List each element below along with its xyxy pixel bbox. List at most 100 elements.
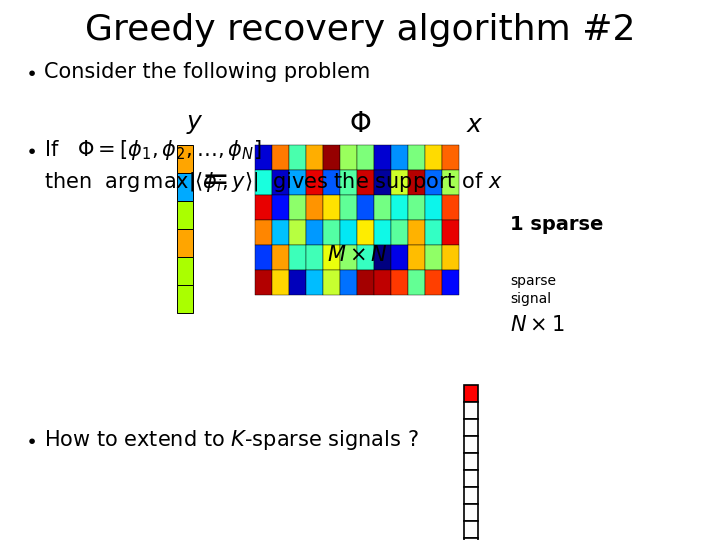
Text: sparse
signal: sparse signal — [510, 274, 556, 306]
Bar — [408, 145, 425, 170]
Text: $\bullet$: $\bullet$ — [24, 63, 35, 82]
Bar — [374, 270, 391, 295]
Bar — [255, 220, 272, 245]
Text: then  $\arg\max\left|\langle\phi_i, y\rangle\right|$  gives the support of $x$: then $\arg\max\left|\langle\phi_i, y\ran… — [44, 170, 503, 194]
Bar — [374, 145, 391, 170]
Text: $N \times 1$: $N \times 1$ — [510, 315, 564, 335]
Bar — [425, 170, 442, 195]
Text: $\bullet$: $\bullet$ — [24, 430, 35, 449]
Bar — [340, 270, 357, 295]
Bar — [408, 245, 425, 270]
Text: If   $\Phi = [\phi_1, \phi_2, \ldots, \phi_N]$: If $\Phi = [\phi_1, \phi_2, \ldots, \phi… — [44, 138, 261, 162]
Bar — [464, 487, 478, 504]
Text: 1 sparse: 1 sparse — [510, 215, 603, 234]
Bar — [323, 145, 340, 170]
Text: $\bullet$: $\bullet$ — [24, 140, 35, 159]
Bar — [425, 195, 442, 220]
Text: $M \times N$: $M \times N$ — [327, 245, 387, 265]
Bar — [289, 195, 306, 220]
Bar — [306, 220, 323, 245]
Bar — [442, 145, 459, 170]
Bar — [464, 385, 478, 402]
Bar — [464, 504, 478, 521]
Bar — [464, 538, 478, 540]
Bar — [340, 145, 357, 170]
Bar — [425, 245, 442, 270]
Bar — [323, 270, 340, 295]
Bar — [357, 245, 374, 270]
Bar — [323, 245, 340, 270]
Bar — [272, 195, 289, 220]
Bar — [289, 270, 306, 295]
Bar — [272, 145, 289, 170]
Bar — [391, 195, 408, 220]
Bar — [464, 470, 478, 487]
Bar — [255, 145, 272, 170]
Bar — [374, 245, 391, 270]
Bar — [357, 270, 374, 295]
Bar — [442, 245, 459, 270]
Text: =: = — [201, 164, 229, 197]
Bar — [425, 270, 442, 295]
Bar — [408, 270, 425, 295]
Bar — [340, 245, 357, 270]
Bar — [177, 257, 193, 285]
Text: $x$: $x$ — [466, 113, 484, 137]
Bar — [340, 220, 357, 245]
Bar — [357, 145, 374, 170]
Bar — [391, 270, 408, 295]
Bar — [442, 220, 459, 245]
Bar — [177, 145, 193, 173]
Bar — [177, 173, 193, 201]
Bar — [177, 229, 193, 257]
Bar — [289, 245, 306, 270]
Bar — [357, 170, 374, 195]
Bar — [408, 220, 425, 245]
Bar — [464, 402, 478, 419]
Text: Consider the following problem: Consider the following problem — [44, 62, 370, 82]
Bar — [255, 195, 272, 220]
Bar — [374, 195, 391, 220]
Bar — [340, 170, 357, 195]
Bar — [391, 220, 408, 245]
Bar — [464, 453, 478, 470]
Text: Greedy recovery algorithm #2: Greedy recovery algorithm #2 — [85, 13, 635, 47]
Bar — [425, 220, 442, 245]
Bar — [323, 195, 340, 220]
Bar — [374, 220, 391, 245]
Bar — [289, 170, 306, 195]
Bar — [289, 220, 306, 245]
Text: How to extend to $K$-sparse signals ?: How to extend to $K$-sparse signals ? — [44, 428, 418, 452]
Bar — [357, 220, 374, 245]
Bar — [408, 195, 425, 220]
Bar — [442, 270, 459, 295]
Bar — [442, 195, 459, 220]
Bar — [306, 195, 323, 220]
Bar — [272, 270, 289, 295]
Bar — [306, 170, 323, 195]
Text: $y$: $y$ — [186, 113, 204, 137]
Text: $\Phi$: $\Phi$ — [349, 111, 371, 138]
Bar — [306, 245, 323, 270]
Bar — [255, 270, 272, 295]
Bar — [464, 521, 478, 538]
Bar — [391, 145, 408, 170]
Bar — [408, 170, 425, 195]
Bar — [464, 436, 478, 453]
Bar — [255, 245, 272, 270]
Bar — [340, 195, 357, 220]
Bar — [306, 145, 323, 170]
Bar — [464, 419, 478, 436]
Bar — [306, 270, 323, 295]
Bar — [425, 145, 442, 170]
Bar — [323, 170, 340, 195]
Bar — [272, 220, 289, 245]
Bar — [442, 170, 459, 195]
Bar — [374, 170, 391, 195]
Bar — [323, 220, 340, 245]
Bar — [272, 245, 289, 270]
Bar — [177, 285, 193, 313]
Bar — [177, 201, 193, 229]
Bar — [391, 170, 408, 195]
Bar — [391, 245, 408, 270]
